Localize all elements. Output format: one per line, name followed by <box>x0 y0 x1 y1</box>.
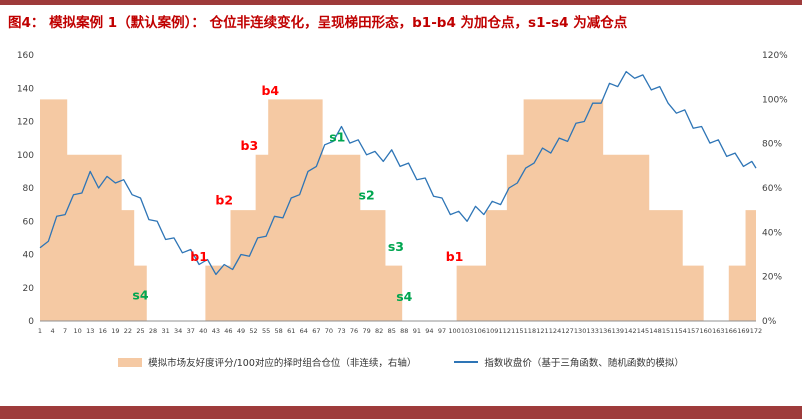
combo-chart-svg: 0204060801001201401600%20%40%60%80%100%1… <box>17 51 788 335</box>
x-axis-tick: 85 <box>388 327 396 335</box>
x-axis-tick: 94 <box>425 327 433 335</box>
bottom-accent-bar <box>0 406 802 419</box>
x-axis-tick: 28 <box>149 327 157 335</box>
x-axis-tick: 118 <box>524 327 536 335</box>
x-axis-tick: 145 <box>637 327 649 335</box>
x-axis-tick: 52 <box>249 327 257 335</box>
x-axis-tick: 25 <box>136 327 144 335</box>
x-axis-tick: 136 <box>599 327 611 335</box>
x-axis-tick: 109 <box>486 327 498 335</box>
x-axis-tick: 157 <box>687 327 699 335</box>
x-axis-tick: 79 <box>362 327 370 335</box>
left-axis-tick: 40 <box>23 251 35 261</box>
chart-legend: 模拟市场友好度评分/100对应的择时组合仓位（非连续，右轴） 指数收盘价（基于三… <box>0 355 802 369</box>
x-axis-tick: 58 <box>275 327 283 335</box>
x-axis-tick: 61 <box>287 327 295 335</box>
annotation-s3: s3 <box>388 239 404 254</box>
left-axis-tick: 140 <box>17 84 34 94</box>
x-axis-tick: 1 <box>38 327 42 335</box>
annotation-b2: b2 <box>215 193 233 208</box>
annotation-b3: b3 <box>241 138 259 153</box>
x-axis-tick: 70 <box>325 327 333 335</box>
x-axis-tick: 124 <box>549 327 561 335</box>
x-axis-tick: 121 <box>536 327 548 335</box>
right-axis-tick: 120% <box>762 51 788 61</box>
x-axis-tick: 160 <box>700 327 712 335</box>
price-line-series <box>39 70 757 276</box>
x-axis-tick: 22 <box>124 327 132 335</box>
x-axis-tick: 103 <box>461 327 473 335</box>
x-axis-tick: 67 <box>312 327 320 335</box>
left-axis-tick: 100 <box>17 151 34 161</box>
legend-item-position: 模拟市场友好度评分/100对应的择时组合仓位（非连续，右轴） <box>118 355 416 369</box>
x-axis-tick: 106 <box>473 327 485 335</box>
x-axis-tick: 37 <box>187 327 195 335</box>
right-axis-tick: 80% <box>762 140 782 150</box>
x-axis-tick: 4 <box>50 327 54 335</box>
x-axis-tick: 13 <box>86 327 94 335</box>
left-axis-tick: 20 <box>23 284 35 294</box>
x-axis-tick: 46 <box>224 327 232 335</box>
left-axis-tick: 0 <box>28 317 34 327</box>
x-axis-tick: 40 <box>199 327 207 335</box>
x-axis-tick: 97 <box>438 327 446 335</box>
x-axis-tick: 91 <box>413 327 421 335</box>
annotation-s2: s2 <box>359 188 375 203</box>
position-area-series <box>40 99 756 321</box>
x-axis-tick: 19 <box>111 327 119 335</box>
annotation-b1: b1 <box>446 249 464 264</box>
right-axis-tick: 40% <box>762 228 782 238</box>
legend-label-price: 指数收盘价（基于三角函数、随机函数的模拟） <box>484 358 684 369</box>
x-axis-tick: 16 <box>99 327 107 335</box>
x-axis-tick: 169 <box>737 327 749 335</box>
right-axis-tick: 100% <box>762 95 788 105</box>
right-axis-tick: 60% <box>762 184 782 194</box>
x-axis-tick: 172 <box>750 327 762 335</box>
x-axis-tick: 88 <box>400 327 408 335</box>
right-axis-tick: 0% <box>762 317 777 327</box>
annotation-s4: s4 <box>396 289 412 304</box>
x-axis-tick: 76 <box>350 327 358 335</box>
x-axis-tick: 166 <box>725 327 737 335</box>
legend-label-position: 模拟市场友好度评分/100对应的择时组合仓位（非连续，右轴） <box>148 358 417 369</box>
x-axis-tick: 127 <box>561 327 573 335</box>
x-axis-tick: 163 <box>712 327 724 335</box>
left-axis-tick: 120 <box>17 118 34 128</box>
x-axis-tick: 10 <box>74 327 82 335</box>
x-axis-tick: 151 <box>662 327 674 335</box>
x-axis-tick: 31 <box>161 327 169 335</box>
x-axis-tick: 142 <box>624 327 636 335</box>
left-axis-tick: 60 <box>23 217 35 227</box>
legend-item-price: 指数收盘价（基于三角函数、随机函数的模拟） <box>454 355 684 369</box>
annotation-s4: s4 <box>132 287 148 302</box>
x-axis-tick: 115 <box>511 327 523 335</box>
line-swatch-icon <box>454 361 479 363</box>
page-title: 图4： 模拟案例 1（默认案例）： 仓位非连续变化，呈现梯田形态，b1-b4 为… <box>8 15 628 31</box>
x-axis-tick: 64 <box>300 327 308 335</box>
x-axis-tick: 73 <box>337 327 345 335</box>
x-axis-tick: 130 <box>574 327 586 335</box>
area-swatch-icon <box>118 357 143 367</box>
chart-area: 0 20 40 60 80 100 120 140 160 0% 20% 40% 60% 80% 100% 1… <box>0 41 802 353</box>
x-axis-tick: 34 <box>174 327 182 335</box>
x-axis-tick: 154 <box>674 327 686 335</box>
x-axis-tick: 148 <box>649 327 661 335</box>
x-axis-tick: 49 <box>237 327 245 335</box>
x-axis-tick: 55 <box>262 327 270 335</box>
x-axis-tick: 100 <box>448 327 460 335</box>
left-axis-tick: 80 <box>23 184 35 194</box>
annotation-s1: s1 <box>329 129 345 144</box>
x-axis-tick: 7 <box>63 327 67 335</box>
x-axis-tick: 112 <box>499 327 511 335</box>
top-accent-bar <box>0 0 802 5</box>
x-axis-tick: 82 <box>375 327 383 335</box>
left-axis-tick: 160 <box>17 51 34 61</box>
x-axis-tick: 133 <box>586 327 598 335</box>
x-axis-tick: 43 <box>212 327 220 335</box>
annotation-b1: b1 <box>190 249 208 264</box>
x-axis-tick: 139 <box>612 327 624 335</box>
annotation-b4: b4 <box>261 83 279 98</box>
right-axis-tick: 20% <box>762 273 782 283</box>
